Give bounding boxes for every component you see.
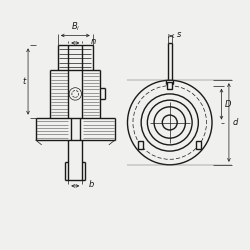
Bar bbox=[167, 82, 172, 90]
Bar bbox=[138, 142, 143, 149]
Bar bbox=[196, 142, 201, 149]
Text: D: D bbox=[225, 100, 232, 108]
Text: t: t bbox=[23, 77, 26, 86]
Text: $B_i$: $B_i$ bbox=[70, 20, 80, 32]
Text: d: d bbox=[232, 118, 238, 127]
Text: s: s bbox=[176, 30, 181, 39]
Text: b: b bbox=[88, 180, 94, 190]
Text: n: n bbox=[91, 37, 96, 46]
